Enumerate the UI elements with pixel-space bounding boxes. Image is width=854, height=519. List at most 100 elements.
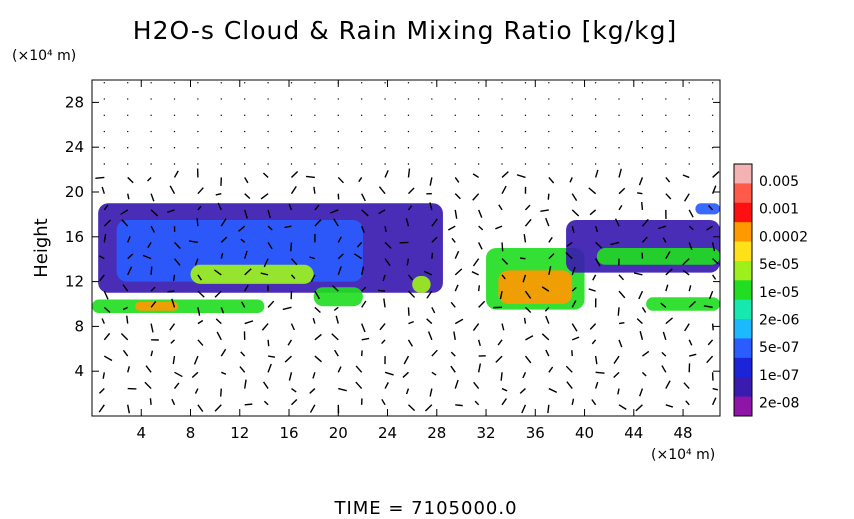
wind-vector xyxy=(405,388,410,395)
wind-vector xyxy=(662,331,667,341)
wind-vector xyxy=(127,366,131,373)
wind-vector xyxy=(361,300,367,308)
plot-area xyxy=(92,203,720,313)
colorbar-swatch xyxy=(734,319,752,339)
wind-vector xyxy=(405,218,410,227)
wind-vector xyxy=(618,114,620,116)
wind-vector xyxy=(594,381,599,389)
wind-vector xyxy=(173,114,176,116)
colorbar-swatch xyxy=(734,164,752,184)
wind-vector xyxy=(455,404,463,407)
wind-vector xyxy=(477,363,482,373)
wind-vector xyxy=(150,114,152,116)
wind-vector xyxy=(173,382,180,389)
wind-vector xyxy=(197,130,199,133)
wind-vector xyxy=(173,82,176,84)
wind-vector xyxy=(384,170,389,178)
wind-vector xyxy=(197,82,199,84)
wind-vector xyxy=(571,163,573,165)
wind-vector xyxy=(330,209,339,214)
colorbar-label: 1e-05 xyxy=(759,285,799,301)
wind-vector xyxy=(661,351,667,357)
wind-vector xyxy=(685,400,690,406)
wind-vector xyxy=(665,98,667,100)
wind-vector xyxy=(314,163,316,165)
wind-vector xyxy=(641,82,644,84)
wind-vector xyxy=(243,130,246,133)
wind-vector xyxy=(407,274,414,281)
wind-vector xyxy=(314,147,316,149)
wind-vector xyxy=(641,114,644,116)
wind-vector xyxy=(571,82,573,84)
wind-vector xyxy=(103,355,113,362)
colorbar-swatch xyxy=(734,338,752,359)
wind-vector xyxy=(454,98,456,100)
wind-vector xyxy=(197,114,199,116)
colorbar-swatch xyxy=(734,183,752,204)
wind-vector xyxy=(99,274,105,282)
wind-vector xyxy=(641,306,647,313)
wind-vector xyxy=(360,98,363,100)
wind-vector xyxy=(495,225,503,230)
wind-vector xyxy=(95,176,105,179)
cloud-region-11 xyxy=(596,248,720,265)
wind-vector xyxy=(101,318,105,324)
colorbar-swatch xyxy=(734,202,752,223)
wind-vector xyxy=(478,242,483,250)
colorbar-swatch xyxy=(734,396,752,417)
wind-vector xyxy=(267,147,269,149)
colorbar-label: 2e-08 xyxy=(759,396,799,412)
wind-vector xyxy=(595,241,603,249)
wind-vector xyxy=(197,339,204,346)
wind-vector xyxy=(331,333,339,341)
wind-vector xyxy=(474,400,480,406)
wind-vector xyxy=(378,186,386,195)
wind-vector xyxy=(381,398,386,406)
wind-vector xyxy=(501,171,509,178)
wind-vector xyxy=(495,355,503,363)
wind-vector xyxy=(524,147,527,149)
wind-vector xyxy=(127,176,134,184)
wind-vector xyxy=(617,307,620,316)
wind-vector xyxy=(548,82,550,84)
wind-vector xyxy=(501,398,507,406)
wind-vector xyxy=(378,209,386,215)
wind-vector xyxy=(662,237,667,243)
wind-vector xyxy=(290,399,298,406)
wind-vector xyxy=(240,351,246,357)
wind-vector xyxy=(150,225,156,233)
wind-vector xyxy=(126,315,129,324)
wind-vector xyxy=(150,147,152,149)
wind-vector xyxy=(282,306,292,311)
wind-vector xyxy=(197,187,204,195)
wind-vector xyxy=(361,286,367,292)
wind-vector xyxy=(333,306,339,311)
wind-vector xyxy=(102,372,106,379)
wind-vector xyxy=(355,365,363,373)
wind-vector xyxy=(169,323,176,331)
wind-vector xyxy=(477,114,480,116)
wind-vector xyxy=(618,290,626,299)
wind-vector xyxy=(478,209,483,218)
wind-vector xyxy=(384,163,386,165)
wind-vector xyxy=(618,339,623,348)
wind-vector xyxy=(618,98,620,100)
wind-vector xyxy=(379,323,386,331)
wind-vector xyxy=(454,284,459,292)
wind-vector xyxy=(314,82,316,84)
wind-vector xyxy=(501,258,509,265)
wind-vector xyxy=(431,163,433,165)
wind-vector xyxy=(472,323,480,331)
wind-vector xyxy=(588,187,597,195)
wind-vector xyxy=(660,302,667,308)
x-tick-label: 8 xyxy=(186,424,196,442)
wind-vector xyxy=(454,82,456,84)
wind-vector xyxy=(477,147,480,149)
x-tick-label: 4 xyxy=(136,424,146,442)
cloud-region-3 xyxy=(190,264,314,284)
wind-vector xyxy=(337,114,339,116)
colorbar-swatch xyxy=(734,357,752,378)
wind-vector xyxy=(571,323,578,332)
wind-vector xyxy=(524,163,527,165)
chart-title: H2O-s Cloud & Rain Mixing Ratio [kg/kg] xyxy=(133,16,677,45)
